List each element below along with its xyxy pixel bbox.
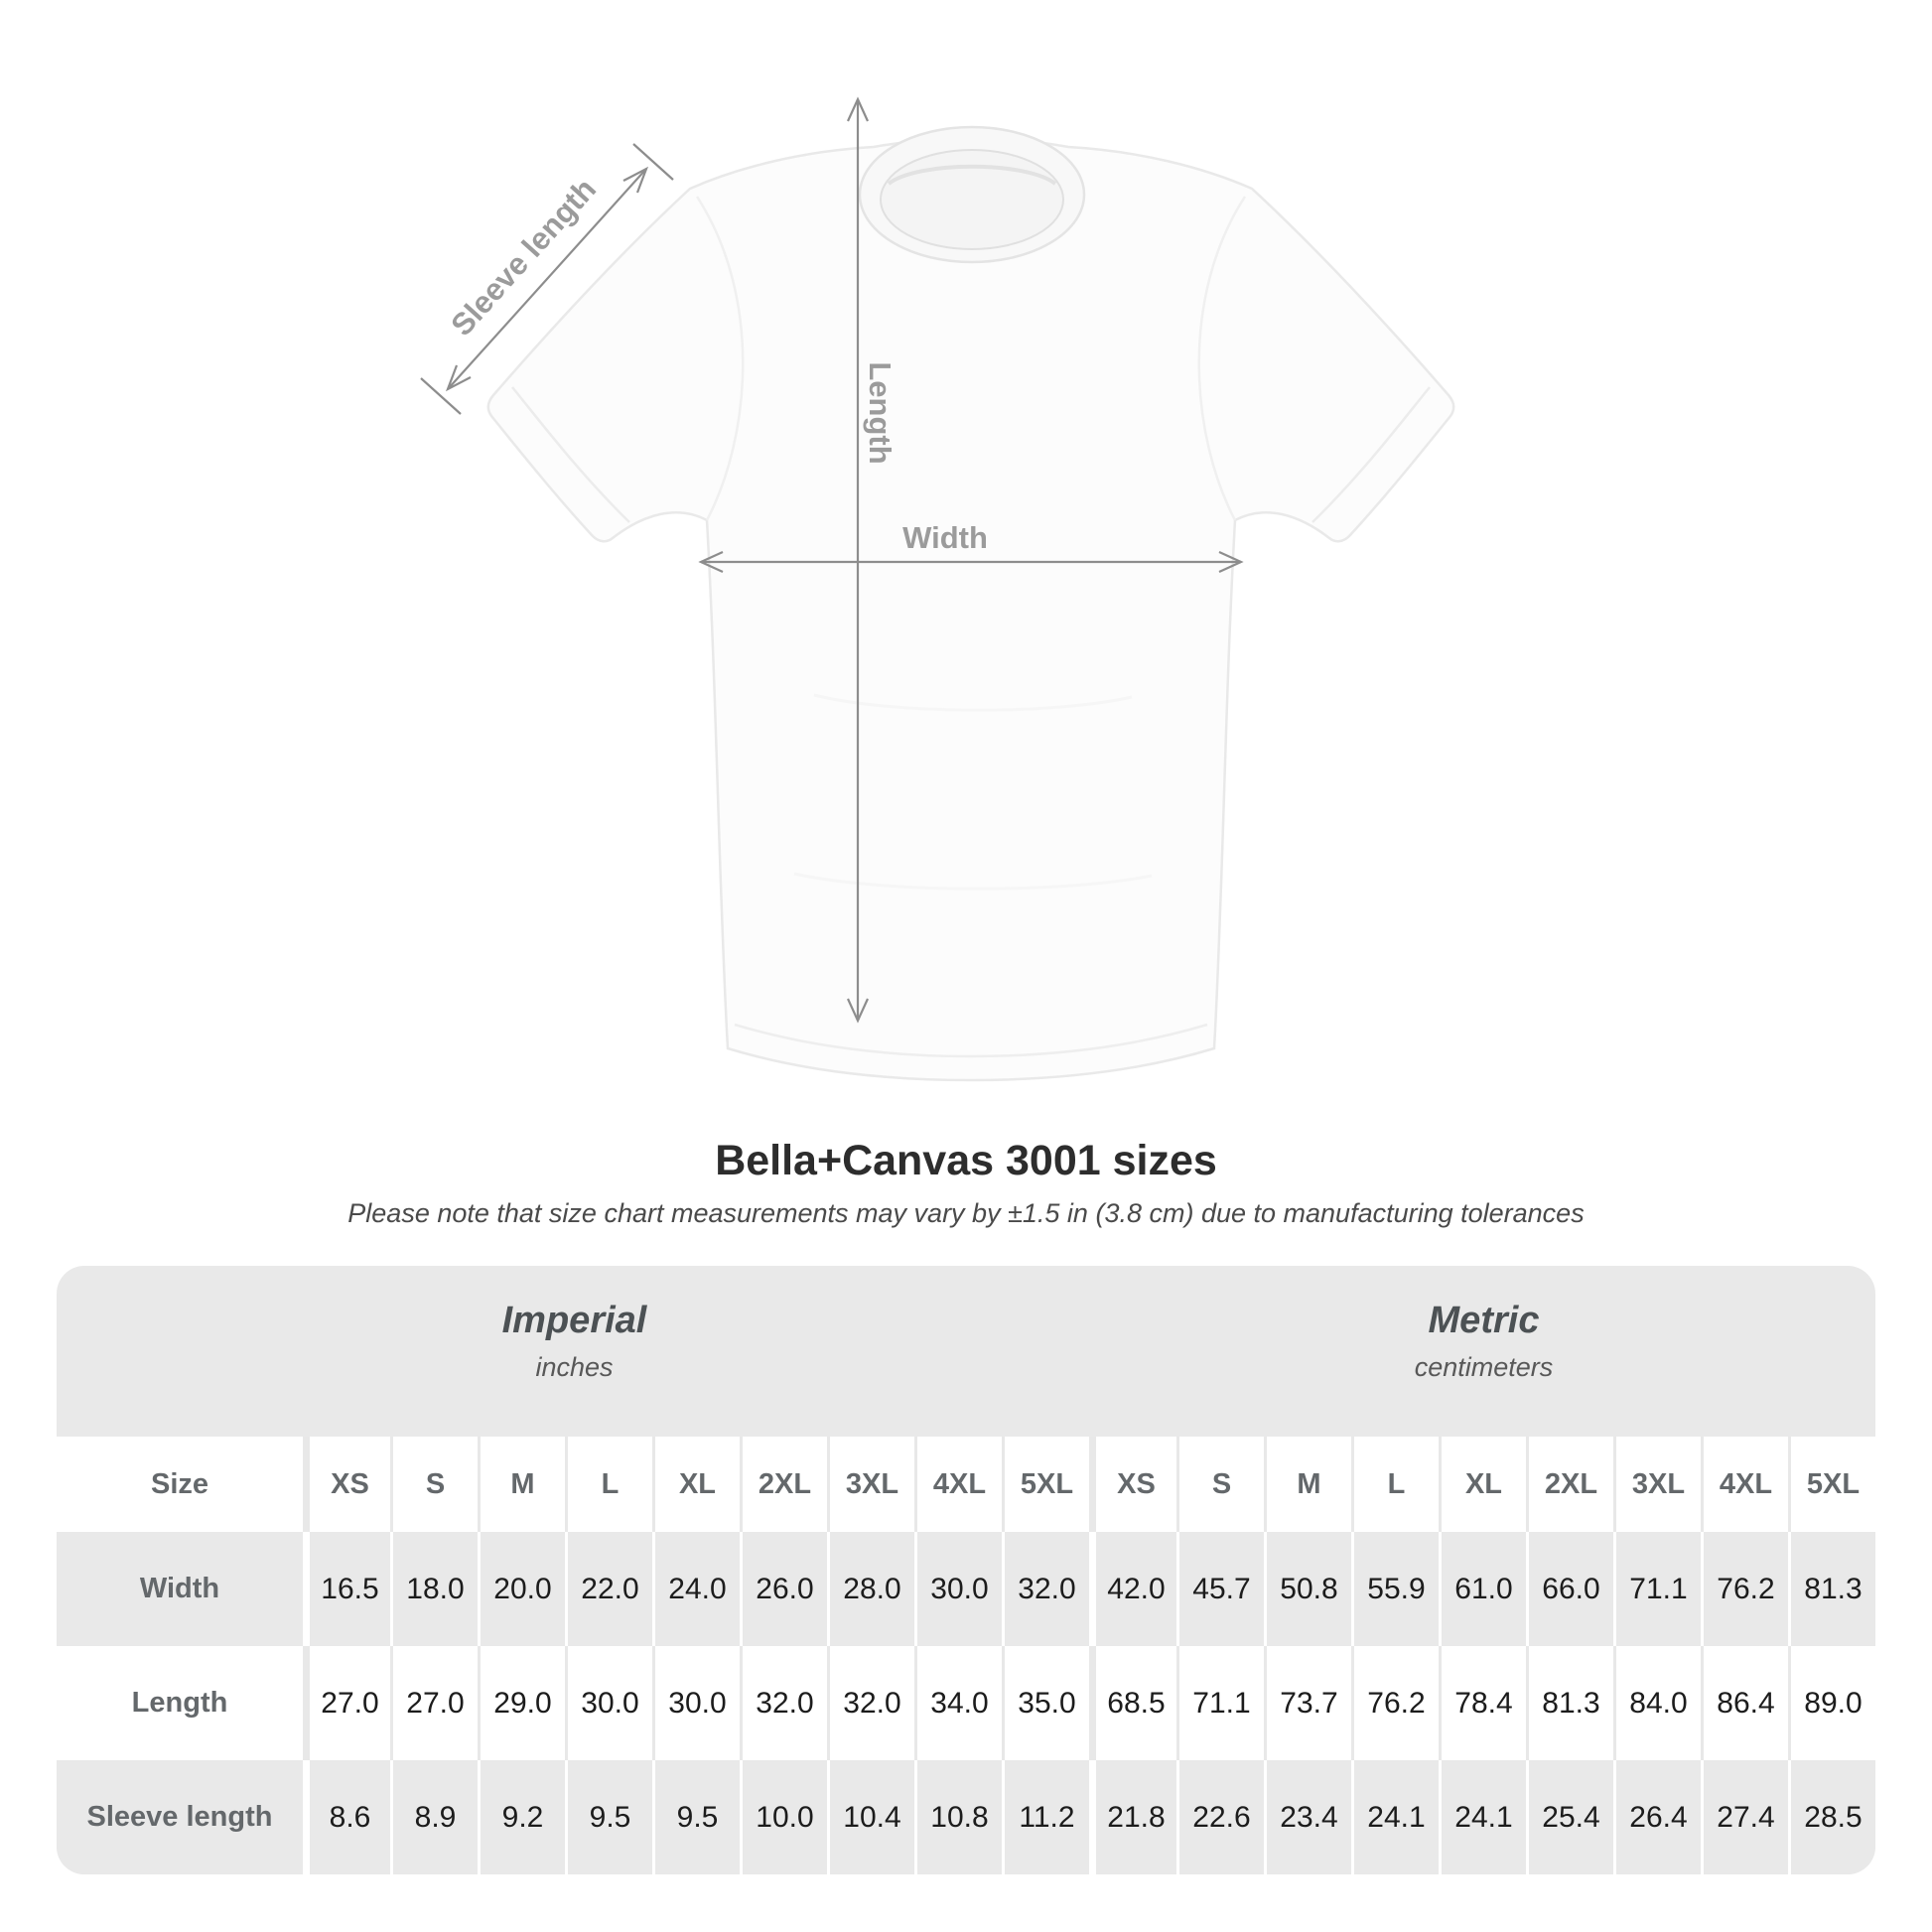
value-cell: 16.5: [303, 1532, 390, 1646]
value-cell: 28.5: [1788, 1760, 1875, 1874]
page-subtitle: Please note that size chart measurements…: [347, 1198, 1585, 1229]
value-cell: 61.0: [1439, 1532, 1526, 1646]
row-label: Sleeve length: [86, 1801, 273, 1833]
value-cell: 8.6: [303, 1760, 390, 1874]
value-cell: 20.0: [478, 1532, 565, 1646]
value-cell: 66.0: [1526, 1532, 1613, 1646]
header-cell: XS: [303, 1437, 390, 1532]
header-cell: 5XL: [1002, 1437, 1089, 1532]
value-cell: 76.2: [1701, 1532, 1788, 1646]
metric-label: Metric: [1428, 1300, 1540, 1341]
value-cell: 78.4: [1439, 1646, 1526, 1760]
metric-unit: centimeters: [1414, 1352, 1554, 1382]
header-cell: M: [1264, 1437, 1351, 1532]
value-cell: 24.1: [1439, 1760, 1526, 1874]
sleeve-length-arrow: [420, 143, 674, 415]
value-cell: 50.8: [1264, 1532, 1351, 1646]
value-cell: 45.7: [1176, 1532, 1264, 1646]
value-cell: 9.5: [565, 1760, 652, 1874]
value-cell: 10.4: [827, 1760, 914, 1874]
value-cell: 9.2: [478, 1760, 565, 1874]
value-cell: 11.2: [1002, 1760, 1089, 1874]
header-cell: XL: [652, 1437, 740, 1532]
value-cell: 71.1: [1176, 1646, 1264, 1760]
value-cell: 81.3: [1526, 1646, 1613, 1760]
width-label: Width: [902, 520, 988, 555]
value-cell: 32.0: [740, 1646, 827, 1760]
header-cell: S: [1176, 1437, 1264, 1532]
header-cell: 2XL: [1526, 1437, 1613, 1532]
tshirt-illustration: [486, 125, 1455, 1082]
value-cell: 27.4: [1701, 1760, 1788, 1874]
value-cell: 30.0: [914, 1532, 1002, 1646]
value-cell: 29.0: [478, 1646, 565, 1760]
header-cell: 4XL: [914, 1437, 1002, 1532]
value-cell: 89.0: [1788, 1646, 1875, 1760]
value-cell: 86.4: [1701, 1646, 1788, 1760]
table-row-sleeve-length: Sleeve length 8.6 8.9 9.2 9.5 9.5 10.0 1…: [57, 1760, 1875, 1874]
header-cell: 3XL: [1613, 1437, 1701, 1532]
title-block: Bella+Canvas 3001 sizes Please note that…: [0, 1137, 1932, 1229]
header-cell: 5XL: [1788, 1437, 1875, 1532]
value-cell: 73.7: [1264, 1646, 1351, 1760]
imperial-label: Imperial: [501, 1300, 647, 1341]
value-cell: 26.4: [1613, 1760, 1701, 1874]
value-cell: 8.9: [390, 1760, 478, 1874]
unit-group-imperial: Imperial inches: [57, 1266, 1092, 1437]
value-cell: 42.0: [1089, 1532, 1176, 1646]
header-cell: 2XL: [740, 1437, 827, 1532]
header-cell: XL: [1439, 1437, 1526, 1532]
value-cell: 10.0: [740, 1760, 827, 1874]
value-cell: 32.0: [827, 1646, 914, 1760]
row-label: Length: [131, 1687, 228, 1719]
value-cell: 32.0: [1002, 1532, 1089, 1646]
table-row-width: Width 16.5 18.0 20.0 22.0 24.0 26.0 28.0…: [57, 1532, 1875, 1646]
imperial-unit: inches: [535, 1352, 614, 1382]
header-cell: S: [390, 1437, 478, 1532]
header-cell: 4XL: [1701, 1437, 1788, 1532]
value-cell: 24.0: [652, 1532, 740, 1646]
value-cell: 34.0: [914, 1646, 1002, 1760]
value-cell: 23.4: [1264, 1760, 1351, 1874]
value-cell: 68.5: [1089, 1646, 1176, 1760]
length-label: Length: [863, 361, 897, 464]
value-cell: 84.0: [1613, 1646, 1701, 1760]
page-title: Bella+Canvas 3001 sizes: [715, 1137, 1217, 1184]
value-cell: 26.0: [740, 1532, 827, 1646]
tshirt-diagram: Sleeve length Length Width: [420, 96, 1455, 1082]
value-cell: 9.5: [652, 1760, 740, 1874]
header-cell: L: [565, 1437, 652, 1532]
size-table: Imperial inches Metric centimeters Size …: [57, 1266, 1875, 1874]
header-cell: XS: [1089, 1437, 1176, 1532]
header-cell: L: [1351, 1437, 1439, 1532]
table-row-length: Length 27.0 27.0 29.0 30.0 30.0 32.0 32.…: [57, 1646, 1875, 1760]
value-cell: 30.0: [652, 1646, 740, 1760]
value-cell: 30.0: [565, 1646, 652, 1760]
value-cell: 76.2: [1351, 1646, 1439, 1760]
size-column-header: Size: [150, 1467, 209, 1500]
value-cell: 24.1: [1351, 1760, 1439, 1874]
value-cell: 18.0: [390, 1532, 478, 1646]
value-cell: 10.8: [914, 1760, 1002, 1874]
table-header-row: Size XS S M L XL 2XL 3XL 4XL 5XL XS S M …: [57, 1437, 1875, 1532]
row-label: Width: [139, 1573, 220, 1604]
unit-group-metric: Metric centimeters: [1092, 1266, 1875, 1437]
value-cell: 81.3: [1788, 1532, 1875, 1646]
header-cell: M: [478, 1437, 565, 1532]
value-cell: 27.0: [390, 1646, 478, 1760]
value-cell: 35.0: [1002, 1646, 1089, 1760]
value-cell: 22.6: [1176, 1760, 1264, 1874]
value-cell: 22.0: [565, 1532, 652, 1646]
length-arrow: [846, 96, 870, 1024]
value-cell: 28.0: [827, 1532, 914, 1646]
value-cell: 25.4: [1526, 1760, 1613, 1874]
value-cell: 55.9: [1351, 1532, 1439, 1646]
header-cell: 3XL: [827, 1437, 914, 1532]
value-cell: 27.0: [303, 1646, 390, 1760]
width-arrow: [698, 550, 1244, 574]
unit-band: Imperial inches Metric centimeters: [57, 1266, 1875, 1437]
value-cell: 71.1: [1613, 1532, 1701, 1646]
value-cell: 21.8: [1089, 1760, 1176, 1874]
